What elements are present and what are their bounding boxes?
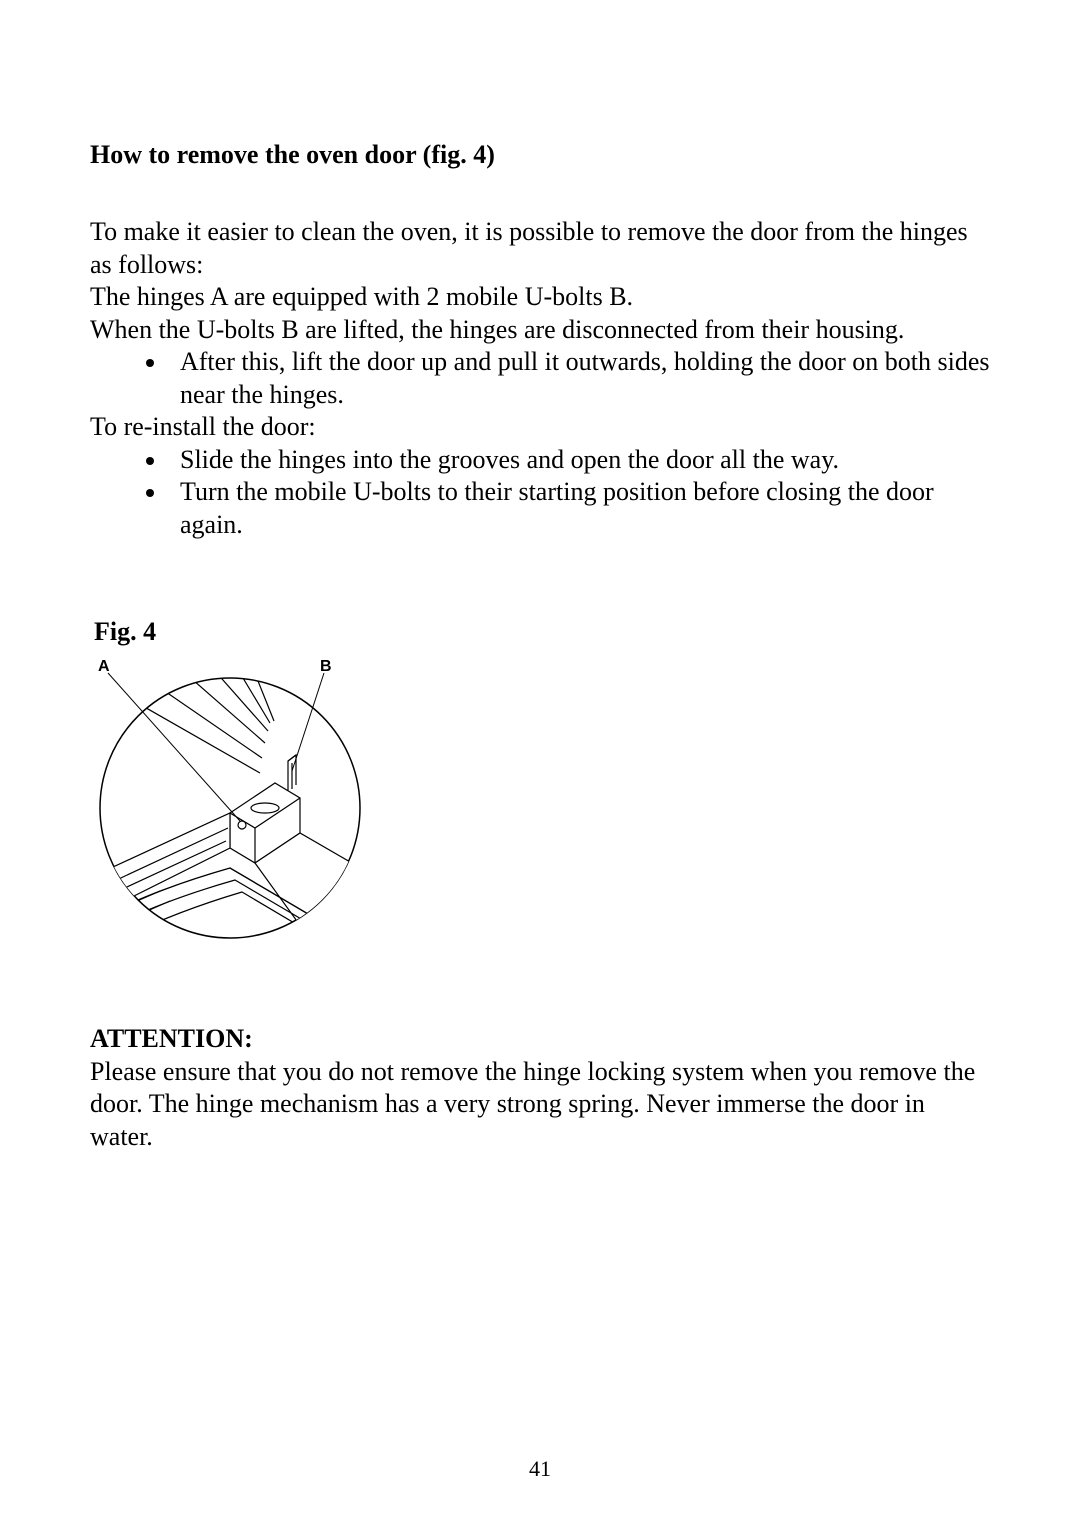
intro-paragraph-1: To make it easier to clean the oven, it … bbox=[90, 216, 990, 281]
attention-body: Please ensure that you do not remove the… bbox=[90, 1056, 990, 1154]
intro-paragraph-3: When the U-bolts B are lifted, the hinge… bbox=[90, 314, 990, 347]
attention-block: ATTENTION: Please ensure that you do not… bbox=[90, 1023, 990, 1153]
reinstall-bullets: Slide the hinges into the grooves and op… bbox=[90, 444, 990, 542]
figure-label-b: B bbox=[320, 658, 332, 675]
page-number: 41 bbox=[0, 1456, 1080, 1482]
list-item: Slide the hinges into the grooves and op… bbox=[168, 444, 990, 477]
document-page: How to remove the oven door (fig. 4) To … bbox=[0, 0, 1080, 1213]
list-item: After this, lift the door up and pull it… bbox=[168, 346, 990, 411]
reinstall-intro: To re-install the door: bbox=[90, 411, 990, 444]
attention-heading: ATTENTION: bbox=[90, 1024, 253, 1053]
figure-label-a: A bbox=[98, 658, 110, 675]
figure-4: A B bbox=[90, 653, 370, 943]
section-heading: How to remove the oven door (fig. 4) bbox=[90, 140, 990, 170]
intro-paragraph-2: The hinges A are equipped with 2 mobile … bbox=[90, 281, 990, 314]
figure-label: Fig. 4 bbox=[94, 617, 990, 647]
list-item: Turn the mobile U-bolts to their startin… bbox=[168, 476, 990, 541]
remove-bullets: After this, lift the door up and pull it… bbox=[90, 346, 990, 411]
